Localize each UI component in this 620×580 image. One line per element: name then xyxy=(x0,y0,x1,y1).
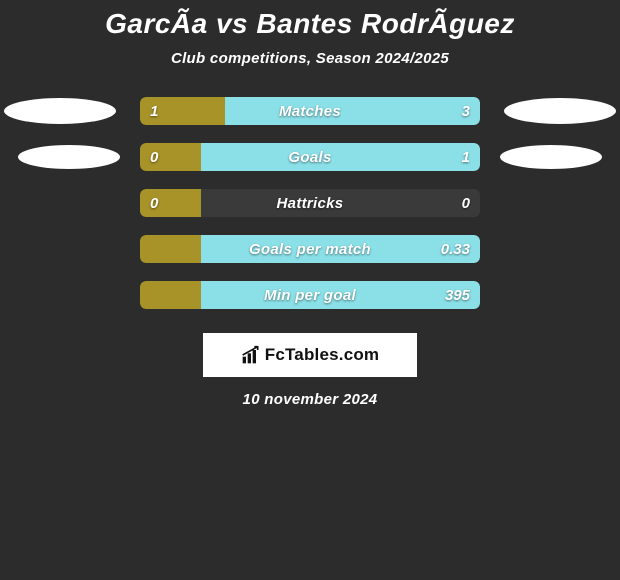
stat-value-right: 1 xyxy=(462,143,470,171)
date-label: 10 november 2024 xyxy=(0,391,620,408)
stat-value-right: 0 xyxy=(462,189,470,217)
stat-label: Goals xyxy=(140,143,480,171)
stat-row: Min per goal395 xyxy=(0,281,620,309)
stat-value-right: 395 xyxy=(445,281,470,309)
stat-value-left: 0 xyxy=(150,189,158,217)
stat-bar: Matches1 3 xyxy=(140,97,480,125)
comparison-widget: GarcÃ­a vs Bantes RodrÃ­guez Club compet… xyxy=(0,0,620,408)
bars-icon xyxy=(241,345,261,365)
stat-value-right: 0.33 xyxy=(441,235,470,263)
stat-bar: Min per goal395 xyxy=(140,281,480,309)
player-marker-left xyxy=(18,145,120,169)
subtitle: Club competitions, Season 2024/2025 xyxy=(0,50,620,67)
stat-bar: Goals per match0.33 xyxy=(140,235,480,263)
player-marker-left xyxy=(4,98,116,124)
player-marker-right xyxy=(504,98,616,124)
stat-label: Matches xyxy=(140,97,480,125)
brand-text: FcTables.com xyxy=(265,345,380,365)
page-title: GarcÃ­a vs Bantes RodrÃ­guez xyxy=(0,8,620,40)
stat-row: Matches1 3 xyxy=(0,97,620,125)
stat-bar: Hattricks0 0 xyxy=(140,189,480,217)
stat-row: Hattricks0 0 xyxy=(0,189,620,217)
stats-area: Matches13Goals01Hattricks00Goals per mat… xyxy=(0,97,620,309)
player-marker-right xyxy=(500,145,602,169)
stat-value-left: 1 xyxy=(150,97,158,125)
stat-label: Min per goal xyxy=(140,281,480,309)
stat-label: Hattricks xyxy=(140,189,480,217)
stat-value-right: 3 xyxy=(462,97,470,125)
stat-bar: Goals0 1 xyxy=(140,143,480,171)
stat-value-left: 0 xyxy=(150,143,158,171)
stat-label: Goals per match xyxy=(140,235,480,263)
stat-row: Goals0 1 xyxy=(0,143,620,171)
brand-badge[interactable]: FcTables.com xyxy=(203,333,417,377)
stat-row: Goals per match0.33 xyxy=(0,235,620,263)
